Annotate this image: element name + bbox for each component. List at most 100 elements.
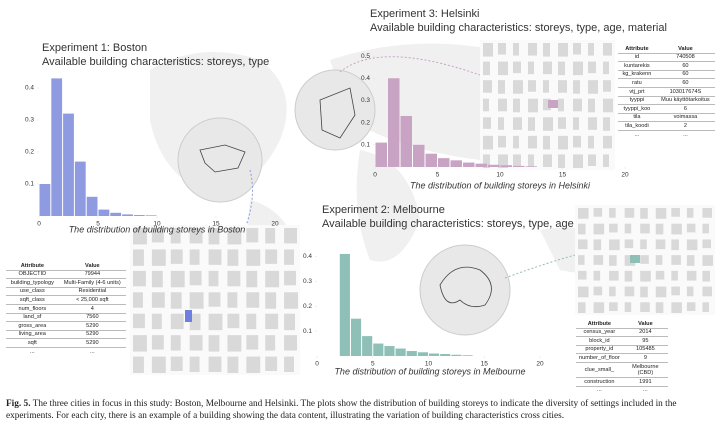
building-block [573,98,582,112]
building-block [624,208,635,218]
x-tick-label: 20 [271,221,279,228]
building-block [640,255,649,264]
table-cell: 60 [655,69,715,79]
table-cell: 60 [655,61,715,71]
building-block [246,228,259,243]
building-block [498,61,508,76]
table-cell: property_id [576,344,623,354]
building-block [702,270,710,282]
table-row: ...... [618,129,715,139]
building-block [498,80,505,94]
building-block [624,302,632,312]
building-block [686,223,696,233]
building-block [588,80,598,94]
building-block [170,270,185,288]
building-block [558,154,565,168]
building-block [284,292,298,309]
building-block [609,255,617,266]
attribute-table: Attribute Value OBJECTID 79944 building_typo… [6,262,126,356]
x-axis-label: The distribution of building storeys in … [410,180,591,190]
x-tick-label: 0 [315,361,319,368]
building-block [686,286,694,297]
building-block [513,117,522,130]
x-tick-label: 15 [212,221,220,228]
building-block [133,356,144,373]
table-cell: tyyppi_koo [618,104,656,114]
building-block [640,270,651,282]
y-tick-label: 0.1 [25,181,34,188]
building-block [528,154,534,167]
table-header: Attribute Value [6,262,126,270]
building-block [588,43,594,56]
building-block [227,249,239,266]
figure: Experiment 1: Boston Available building c… [25,8,715,376]
building-block [702,239,711,249]
table-cell: Residential [58,286,126,296]
table-cell: tila [618,112,656,122]
building-block [640,286,648,298]
y-tick-label: 0.1 [303,328,312,335]
header-cell: Value [678,45,693,52]
chart-subtitle: Available building characteristics: stor… [322,218,574,230]
table-cell: 2014 [622,327,668,337]
building-block [528,135,537,149]
table-cell: construction [576,376,623,387]
building-block [655,270,665,280]
bar [440,354,451,356]
building-block [513,135,519,149]
building-block [588,154,596,166]
building-block [603,43,612,56]
bar [400,115,412,167]
x-tick-label: 20 [536,361,544,368]
bar [373,343,384,356]
bar [417,352,428,356]
table-row: id 740508 [618,52,715,62]
bar [450,160,462,167]
building-block [655,255,663,265]
table-cell: ... [655,129,715,139]
bar [51,78,63,217]
highlight-building [185,310,192,322]
building-block [498,98,507,112]
table-row: ...... [576,385,668,395]
building-block [189,335,203,351]
building-block [543,135,550,150]
building-block [686,239,698,251]
building-block [284,228,297,244]
building-block [588,98,595,113]
table-row: sqft_class < 25,000 sqft [6,295,126,305]
chart-title: Experiment 2: Melbourne [322,204,445,216]
building-block [671,239,679,251]
building-block [189,356,200,372]
building-block [133,228,147,245]
building-block [558,98,564,112]
building-block [208,335,220,352]
y-tick-label: 0.4 [25,85,34,92]
bar [525,166,537,167]
table-row: sqft 5290 [6,338,126,348]
table-cell: sqft [6,338,59,348]
table-cell: 5290 [58,329,126,339]
building-block [528,61,534,75]
table-cell: gross_area [6,321,59,331]
table-cell: 103017674S [655,86,715,97]
building-block [578,270,587,280]
bar [362,336,373,356]
table-row: building_typology Multi-Family (4-6 units… [6,278,126,288]
building-block [513,80,523,94]
table-cell: 7560 [58,312,126,322]
building-block [609,270,619,281]
building-block [483,61,490,76]
building-block [133,292,143,308]
building-block [655,208,667,219]
bar [462,355,473,356]
building-block [170,313,184,330]
chart-title: Experiment 3: Helsinki [370,8,479,20]
bar [375,142,387,167]
building-block [513,61,521,74]
building-block [151,292,165,308]
table-row: tila_koodi 2 [618,121,715,131]
building-block [671,255,681,265]
building-block [702,223,709,234]
building-block [170,335,181,351]
